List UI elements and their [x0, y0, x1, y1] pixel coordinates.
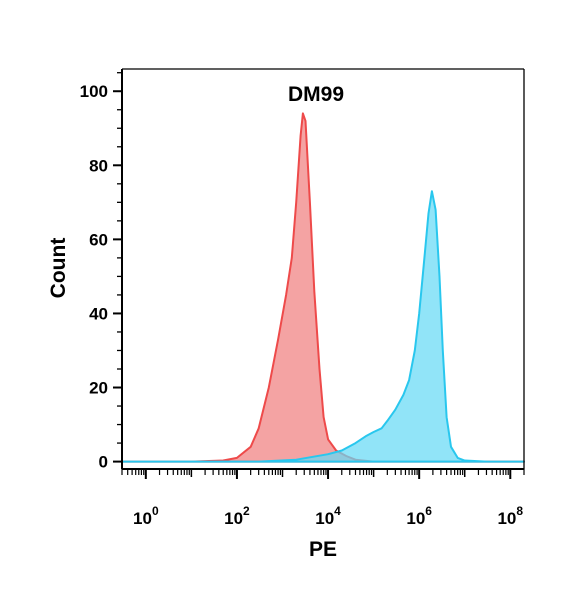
- y-tick-label-60: 60: [89, 230, 108, 249]
- y-tick-label-40: 40: [89, 304, 108, 323]
- x-tick-label-4: 104: [315, 504, 341, 528]
- x-tick-exponent: 0: [152, 504, 159, 518]
- x-tick-base: 10: [497, 509, 516, 528]
- x-tick-exponent: 4: [334, 504, 341, 518]
- x-tick-exponent: 6: [425, 504, 432, 518]
- x-tick-base: 10: [224, 509, 243, 528]
- series-layer: [121, 112, 525, 463]
- x-tick-exponent: 8: [516, 504, 523, 518]
- y-tick-label-0: 0: [99, 453, 108, 472]
- y-axis-title: Count: [47, 238, 70, 299]
- x-tick-base: 10: [133, 509, 152, 528]
- y-tick-label-20: 20: [89, 379, 108, 398]
- x-tick-label-8: 108: [497, 504, 523, 528]
- y-tick-label-80: 80: [89, 156, 108, 175]
- x-tick-label-0: 100: [133, 504, 159, 528]
- y-tick-label-100: 100: [80, 82, 108, 101]
- x-tick-exponent: 2: [243, 504, 250, 518]
- x-axis-title: PE: [309, 538, 337, 561]
- x-tick-label-6: 106: [406, 504, 432, 528]
- x-tick-base: 10: [406, 509, 425, 528]
- x-tick-label-2: 102: [224, 504, 250, 528]
- x-tick-base: 10: [315, 509, 334, 528]
- histogram-series-2: [121, 190, 525, 463]
- chart-title: DM99: [288, 83, 344, 106]
